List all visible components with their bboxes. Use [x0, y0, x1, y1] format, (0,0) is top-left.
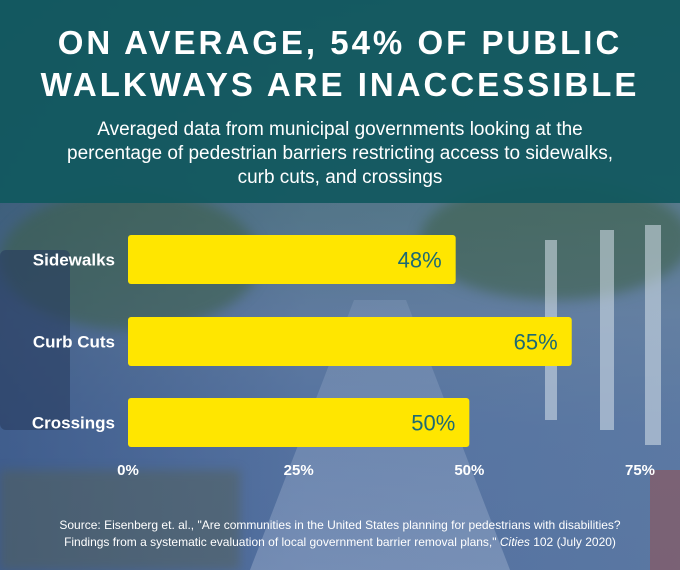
source-line-1: Source: Eisenberg et. al., "Are communit… [59, 518, 621, 532]
subtitle-line-2: percentage of pedestrian barriers restri… [67, 143, 613, 164]
source-journal: Cities [499, 535, 530, 549]
source-citation: Source: Eisenberg et. al., "Are communit… [10, 517, 670, 551]
data-label: 48% [398, 248, 442, 273]
background-fence-post [600, 230, 614, 430]
background-brick [650, 470, 680, 570]
chart-subtitle: Averaged data from municipal governments… [20, 118, 660, 190]
chart-title: ON AVERAGE, 54% OF PUBLIC WALKWAYS ARE I… [0, 22, 680, 106]
bar-crossings [128, 398, 470, 447]
bar-sidewalks [128, 235, 456, 284]
bar-curb-cuts [128, 317, 572, 366]
title-line-1: ON AVERAGE, 54% OF PUBLIC [57, 24, 623, 61]
source-suffix: 102 (July 2020) [529, 535, 616, 549]
x-tick-label: 50% [454, 462, 484, 479]
header-band: ON AVERAGE, 54% OF PUBLIC WALKWAYS ARE I… [0, 0, 680, 203]
x-tick-label: 25% [284, 462, 314, 479]
x-tick-label: 75% [625, 462, 655, 479]
background-fence-post [645, 225, 661, 445]
subtitle-line-3: curb cuts, and crossings [237, 167, 443, 188]
data-label: 50% [411, 411, 455, 436]
data-label: 65% [514, 330, 558, 355]
title-line-2: WALKWAYS ARE INACCESSIBLE [40, 66, 640, 103]
subtitle-line-1: Averaged data from municipal governments… [97, 119, 583, 140]
category-label: Sidewalks [33, 251, 115, 270]
category-label: Crossings [32, 414, 115, 433]
background-flowers [0, 470, 240, 570]
category-label: Curb Cuts [33, 333, 115, 352]
x-tick-label: 0% [117, 462, 139, 479]
source-line-2-text: Findings from a systematic evaluation of… [64, 535, 497, 549]
source-line-2: Findings from a systematic evaluation of… [10, 534, 670, 551]
background-car [0, 250, 70, 430]
